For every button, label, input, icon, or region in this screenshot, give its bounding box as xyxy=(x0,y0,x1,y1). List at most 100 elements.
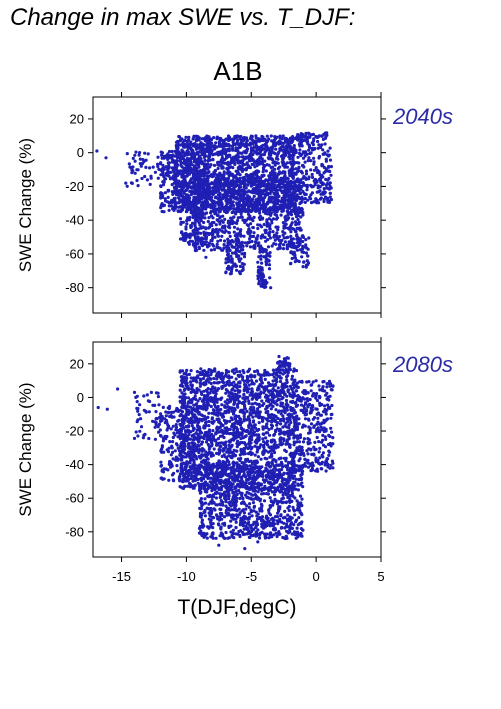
data-point xyxy=(206,415,210,419)
y-tick-label: -40 xyxy=(65,457,84,472)
data-point xyxy=(277,194,281,198)
data-point xyxy=(213,403,217,407)
data-point xyxy=(260,403,265,408)
data-point xyxy=(218,177,222,181)
data-point xyxy=(244,173,248,177)
data-point xyxy=(266,245,271,249)
data-point xyxy=(226,188,230,192)
data-point xyxy=(230,156,234,160)
data-point xyxy=(229,239,233,244)
data-point xyxy=(210,399,214,403)
data-point xyxy=(273,192,277,197)
data-point xyxy=(195,380,199,384)
data-point xyxy=(225,193,229,198)
data-point xyxy=(216,166,220,171)
data-point xyxy=(285,165,289,169)
data-point xyxy=(267,163,271,167)
data-point xyxy=(294,215,299,219)
data-point xyxy=(199,172,203,176)
data-point xyxy=(296,217,300,222)
data-point xyxy=(181,169,185,173)
data-point xyxy=(196,175,200,179)
data-point xyxy=(268,227,272,231)
data-point xyxy=(191,198,195,202)
data-point xyxy=(258,183,262,187)
data-point xyxy=(145,178,149,182)
data-point xyxy=(128,165,132,169)
data-point xyxy=(304,263,309,267)
data-point xyxy=(131,165,135,169)
data-point xyxy=(209,396,213,400)
data-point xyxy=(265,218,269,222)
data-point xyxy=(234,392,238,397)
data-point xyxy=(271,217,276,221)
data-point xyxy=(245,208,249,212)
data-point xyxy=(198,431,202,435)
data-point xyxy=(305,246,309,250)
data-point xyxy=(207,140,211,144)
data-point xyxy=(232,225,237,229)
data-point xyxy=(263,204,267,208)
data-point xyxy=(230,222,234,226)
data-point xyxy=(272,141,276,145)
y-tick-label: -80 xyxy=(65,280,84,295)
data-point xyxy=(279,443,283,447)
data-point xyxy=(220,234,224,238)
data-point xyxy=(299,207,303,211)
data-point xyxy=(248,245,253,249)
data-point xyxy=(226,163,230,167)
data-point xyxy=(218,144,222,148)
data-point xyxy=(232,230,236,234)
data-point xyxy=(212,136,216,140)
data-point xyxy=(240,194,244,198)
data-point xyxy=(299,170,304,174)
data-point xyxy=(220,386,224,390)
data-point xyxy=(156,155,160,159)
data-point xyxy=(283,140,288,144)
data-point xyxy=(210,173,214,177)
data-point xyxy=(293,220,298,224)
data-point xyxy=(261,199,265,203)
data-point xyxy=(301,213,305,217)
data-point xyxy=(264,211,268,215)
data-point xyxy=(275,213,279,217)
data-point xyxy=(268,254,272,258)
data-point xyxy=(211,157,215,161)
data-point xyxy=(198,154,202,158)
data-point xyxy=(255,169,259,173)
data-point xyxy=(137,153,141,157)
data-point xyxy=(179,400,183,404)
data-point xyxy=(203,234,207,238)
data-point xyxy=(302,250,306,254)
data-point xyxy=(195,136,199,141)
data-point xyxy=(213,189,217,193)
data-point xyxy=(323,190,327,194)
data-point xyxy=(309,151,313,155)
data-point xyxy=(233,415,237,419)
data-point xyxy=(232,160,236,164)
data-point xyxy=(238,231,242,235)
data-point xyxy=(236,216,240,220)
data-point xyxy=(246,240,250,244)
data-point xyxy=(297,206,301,210)
data-point xyxy=(207,155,211,159)
data-point xyxy=(215,200,220,204)
data-point xyxy=(216,387,221,391)
data-point xyxy=(206,176,210,180)
data-point xyxy=(231,460,236,464)
data-point xyxy=(286,177,290,181)
data-point xyxy=(201,142,205,146)
data-point xyxy=(256,226,260,231)
data-point xyxy=(204,147,208,151)
data-point xyxy=(312,168,317,172)
data-point xyxy=(221,188,226,192)
data-point xyxy=(284,214,288,218)
data-point xyxy=(143,151,147,155)
data-point xyxy=(272,209,276,213)
period-label-2080s: 2080s xyxy=(393,352,453,377)
data-point xyxy=(184,195,188,199)
data-point xyxy=(272,188,276,192)
data-point xyxy=(280,137,284,141)
data-point xyxy=(290,147,294,151)
data-point xyxy=(228,200,232,204)
